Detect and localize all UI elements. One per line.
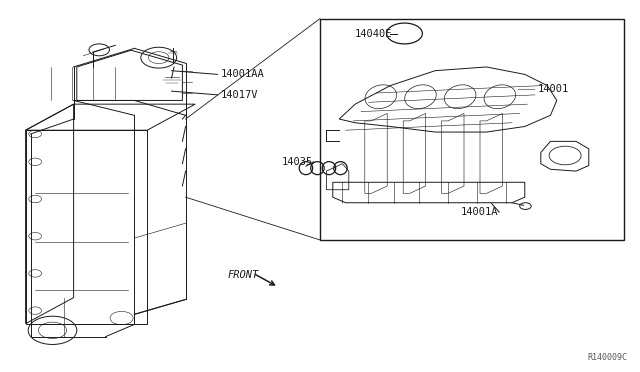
Bar [320,19,624,240]
Text: FRONT: FRONT [227,270,259,279]
Text: 14040E: 14040E [355,29,393,39]
Text: 14017V: 14017V [221,90,259,100]
Text: R140009C: R140009C [588,353,627,362]
Text: 14035: 14035 [282,157,313,167]
Text: 14001: 14001 [538,84,569,94]
Text: 14001A: 14001A [461,207,499,217]
Text: 14001AA: 14001AA [221,70,264,79]
